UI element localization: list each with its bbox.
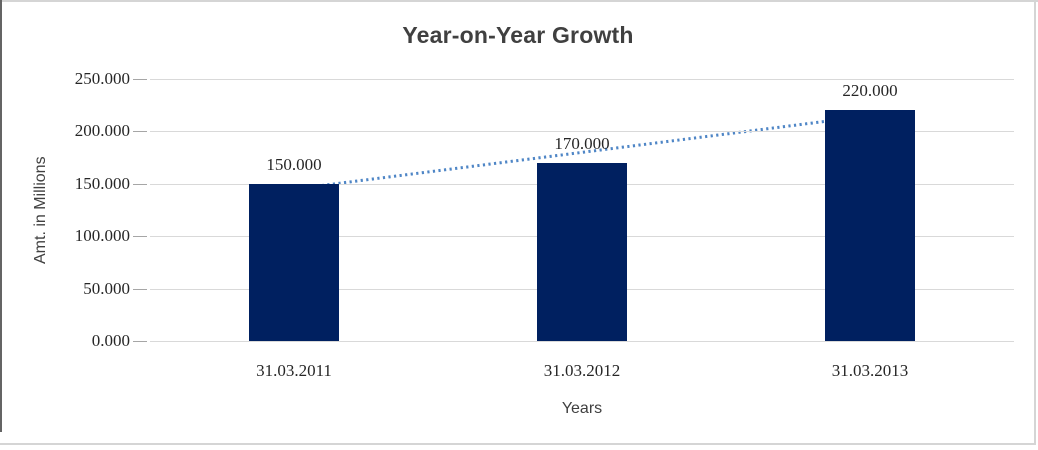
y-axis-tick-mark (133, 288, 147, 290)
y-axis-title: Amt. in Millions (32, 156, 49, 264)
bar-data-label: 170.000 (554, 133, 610, 153)
y-axis-tick-mark (133, 341, 147, 342)
bar-31.03.2011 (249, 183, 339, 341)
y-axis-tick-label: 250.000 (74, 69, 130, 88)
frame-border-left (0, 0, 2, 432)
bar-31.03.2013 (825, 110, 915, 341)
y-axis-tick-label: 100.000 (74, 226, 130, 246)
x-axis-tick-label: 31.03.2013 (831, 361, 909, 380)
y-axis-tick-mark (133, 236, 147, 238)
gridline (150, 79, 1014, 80)
gridline (150, 341, 1014, 342)
y-axis-tick-mark (133, 79, 147, 80)
frame-border-top (0, 0, 1038, 2)
y-axis-tick-mark (133, 131, 147, 133)
frame-border-bottom (0, 443, 1036, 445)
chart-title: Year-on-Year Growth (402, 22, 634, 48)
y-axis-tick-label: 50.000 (83, 278, 130, 298)
bar-31.03.2012 (537, 162, 627, 341)
y-axis-tick-label: 150.000 (74, 173, 130, 193)
frame-border-right (1034, 0, 1036, 444)
y-axis-tick-label: 200.000 (74, 121, 130, 141)
plot-area: 0.000 50.000 100.000 150.000 200.000 250.000 1… (75, 69, 1014, 380)
y-axis-tick-label: 0.000 (91, 331, 130, 350)
y-axis-tick-mark (133, 183, 147, 185)
x-axis-title: Years (561, 400, 603, 417)
x-axis-tick-label: 31.03.2012 (543, 361, 621, 380)
gridline (150, 131, 1014, 133)
x-axis-tick-label: 31.03.2011 (256, 361, 332, 380)
bar-data-label: 220.000 (842, 81, 898, 101)
bar-data-label: 150.000 (266, 154, 322, 174)
